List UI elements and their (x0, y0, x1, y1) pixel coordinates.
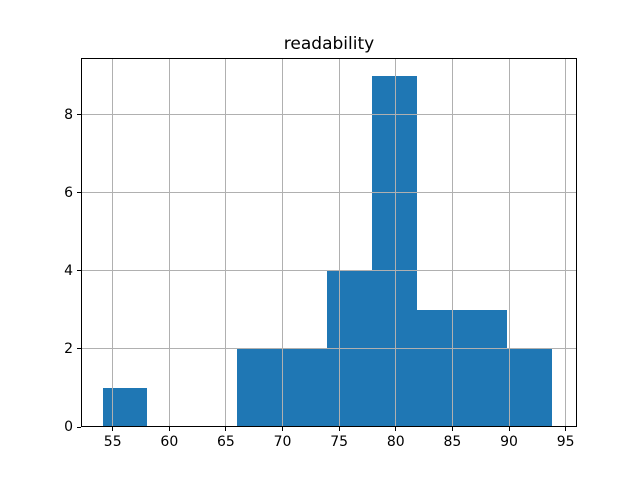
histogram-bar (417, 309, 463, 427)
x-gridline (225, 58, 227, 427)
x-tick-label: 85 (443, 434, 462, 450)
x-tick-label: 75 (330, 434, 349, 450)
chart-title: readability (283, 34, 375, 54)
y-gridline (81, 270, 577, 272)
x-tick-mark (565, 427, 567, 431)
x-tick-mark (508, 427, 510, 431)
y-tick-mark (77, 348, 81, 350)
histogram-bar (237, 348, 283, 427)
y-tick-mark (77, 192, 81, 194)
y-tick-label: 6 (64, 184, 73, 201)
x-tick-mark (395, 427, 397, 431)
x-tick-mark (282, 427, 284, 431)
histogram-bar (507, 348, 553, 427)
x-gridline (451, 58, 453, 427)
y-gridline (81, 192, 577, 194)
x-tick-label: 70 (273, 434, 292, 450)
plot-area (81, 58, 577, 427)
y-gridline (81, 348, 577, 350)
y-tick-label: 2 (64, 340, 73, 357)
x-tick-label: 90 (500, 434, 518, 450)
histogram-bar (372, 75, 418, 427)
y-tick-label: 4 (64, 262, 73, 279)
y-tick-label: 0 (64, 419, 73, 435)
y-tick-label: 8 (64, 106, 73, 123)
x-gridline (338, 58, 340, 427)
x-tick-label: 60 (160, 434, 179, 450)
x-gridline (282, 58, 284, 427)
x-tick-mark (168, 427, 170, 431)
x-gridline (565, 58, 567, 427)
x-tick-label: 80 (386, 434, 405, 450)
x-tick-mark (112, 427, 114, 431)
y-tick-mark (77, 270, 81, 272)
x-tick-label: 55 (103, 434, 122, 450)
histogram-bar (282, 348, 328, 427)
x-tick-label: 95 (556, 434, 575, 450)
x-gridline (508, 58, 510, 427)
histogram-bar (462, 309, 508, 427)
grid-layer (81, 58, 577, 427)
histogram-bar (102, 387, 148, 427)
x-tick-mark (338, 427, 340, 431)
y-gridline (81, 114, 577, 116)
x-tick-mark (225, 427, 227, 431)
y-tick-mark (77, 114, 81, 116)
bars-layer (81, 58, 577, 427)
x-gridline (395, 58, 397, 427)
x-tick-label: 65 (217, 434, 235, 450)
y-tick-mark (77, 426, 81, 428)
x-gridline (112, 58, 114, 427)
x-gridline (168, 58, 170, 427)
x-tick-mark (451, 427, 453, 431)
